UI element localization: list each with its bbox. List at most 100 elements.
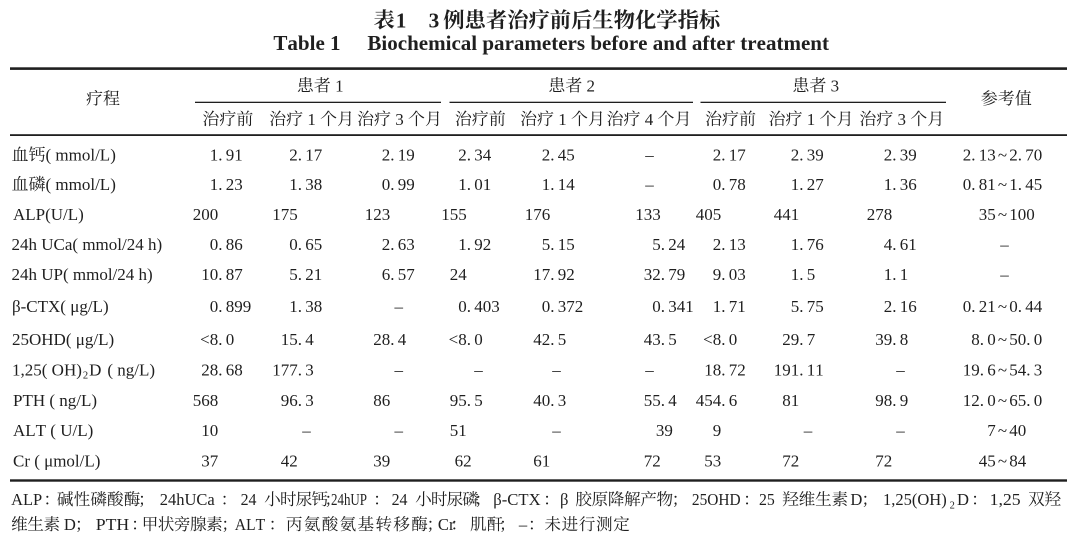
svg-text:9.: 9.: [713, 265, 726, 284]
svg-text:~: ~: [998, 391, 1007, 410]
svg-text:–: –: [551, 421, 561, 440]
svg-text:19.: 19.: [963, 360, 984, 379]
svg-text:1,25(OH): 1,25(OH): [883, 490, 947, 509]
svg-text:61: 61: [533, 451, 550, 470]
svg-text:5: 5: [474, 391, 483, 410]
svg-text:Table 1: Table 1: [273, 31, 340, 55]
svg-text:–: –: [518, 515, 528, 534]
svg-text:( ng/L): ( ng/L): [107, 360, 155, 379]
svg-text:13: 13: [729, 235, 746, 254]
svg-text:899: 899: [226, 297, 252, 316]
svg-text:53: 53: [704, 451, 721, 470]
svg-text:ALT: ALT: [13, 421, 47, 440]
svg-text:3: 3: [305, 391, 314, 410]
svg-text:–: –: [999, 235, 1009, 254]
svg-text:37: 37: [201, 451, 219, 470]
svg-text:70: 70: [1025, 146, 1042, 165]
svg-text:1.: 1.: [1009, 175, 1022, 194]
svg-text:42: 42: [281, 451, 298, 470]
svg-text:–: –: [473, 360, 483, 379]
svg-text:24hUCa: 24hUCa: [160, 490, 216, 509]
svg-text:78: 78: [729, 175, 746, 194]
svg-text:177.: 177.: [272, 360, 302, 379]
svg-text:–: –: [895, 421, 905, 440]
svg-text:0.: 0.: [210, 235, 223, 254]
svg-text:40.: 40.: [533, 391, 554, 410]
svg-text:4: 4: [398, 330, 407, 349]
svg-text:PTH: PTH: [96, 515, 129, 534]
svg-text:24: 24: [392, 490, 409, 509]
svg-text:84: 84: [1009, 451, 1027, 470]
svg-text:~: ~: [998, 205, 1007, 224]
svg-text:5.: 5.: [289, 265, 302, 284]
svg-text:36: 36: [900, 175, 917, 194]
svg-text:–: –: [394, 421, 404, 440]
svg-text:76: 76: [807, 235, 824, 254]
svg-text:86: 86: [226, 235, 243, 254]
svg-text:91: 91: [226, 146, 243, 165]
svg-text:ALP: ALP: [11, 490, 42, 509]
svg-text:1.: 1.: [791, 175, 804, 194]
svg-text:72: 72: [875, 451, 892, 470]
svg-text:2.: 2.: [1009, 146, 1022, 165]
svg-text:15: 15: [558, 235, 575, 254]
svg-text:96.: 96.: [281, 391, 302, 410]
svg-text:~: ~: [998, 175, 1007, 194]
svg-text:( mmol/L): ( mmol/L): [46, 146, 116, 165]
svg-text:65.: 65.: [1009, 391, 1030, 410]
svg-text:100: 100: [1009, 205, 1035, 224]
svg-text:1.: 1.: [884, 265, 897, 284]
svg-text:( ng/L): ( ng/L): [49, 391, 97, 410]
svg-text:( μmol/L): ( μmol/L): [34, 451, 100, 470]
svg-text:3: 3: [1034, 360, 1043, 379]
svg-text:1.: 1.: [289, 175, 302, 194]
svg-text:98.: 98.: [875, 391, 896, 410]
svg-text:D: D: [64, 515, 76, 534]
svg-text:1,25( OH): 1,25( OH): [12, 360, 82, 379]
svg-text:95.: 95.: [450, 391, 471, 410]
svg-text:2: 2: [587, 76, 596, 95]
svg-text:81: 81: [782, 391, 799, 410]
svg-text:62: 62: [455, 451, 472, 470]
svg-text:1.: 1.: [791, 265, 804, 284]
svg-text:27: 27: [807, 175, 825, 194]
svg-text:Cr: Cr: [438, 515, 455, 534]
svg-text:14: 14: [558, 175, 576, 194]
svg-text:Biochemical parameters before: Biochemical parameters before and after …: [367, 31, 829, 55]
svg-text:7: 7: [987, 421, 996, 440]
svg-text:403: 403: [474, 297, 500, 316]
svg-text:15.: 15.: [281, 330, 302, 349]
svg-text:4: 4: [305, 330, 314, 349]
svg-text:72: 72: [782, 451, 799, 470]
svg-text:0.: 0.: [289, 235, 302, 254]
svg-text:68: 68: [226, 360, 243, 379]
svg-text:24: 24: [668, 235, 686, 254]
svg-text:72: 72: [644, 451, 661, 470]
svg-text:1.: 1.: [884, 175, 897, 194]
svg-text:61: 61: [900, 235, 917, 254]
svg-text:133: 133: [635, 205, 661, 224]
svg-text:191.: 191.: [774, 360, 804, 379]
svg-text:18.: 18.: [704, 360, 725, 379]
svg-text:39: 39: [807, 146, 824, 165]
svg-text:6: 6: [987, 360, 996, 379]
svg-text:1.: 1.: [210, 175, 223, 194]
svg-text:1: 1: [396, 8, 407, 32]
svg-text:–: –: [803, 421, 813, 440]
svg-text:35: 35: [979, 205, 996, 224]
svg-text:3: 3: [305, 360, 314, 379]
svg-text:372: 372: [558, 297, 584, 316]
svg-text:2.: 2.: [542, 146, 555, 165]
svg-text:81: 81: [979, 175, 996, 194]
svg-text:38: 38: [305, 297, 322, 316]
svg-text:23: 23: [226, 175, 243, 194]
svg-text:50.: 50.: [1009, 330, 1030, 349]
svg-text:1.: 1.: [791, 235, 804, 254]
svg-text:8.: 8.: [971, 330, 984, 349]
svg-text:9: 9: [900, 391, 909, 410]
svg-text:11: 11: [807, 360, 824, 379]
svg-text:65: 65: [305, 235, 322, 254]
svg-text:1.: 1.: [458, 235, 471, 254]
svg-text:278: 278: [867, 205, 893, 224]
svg-text:~: ~: [998, 421, 1007, 440]
